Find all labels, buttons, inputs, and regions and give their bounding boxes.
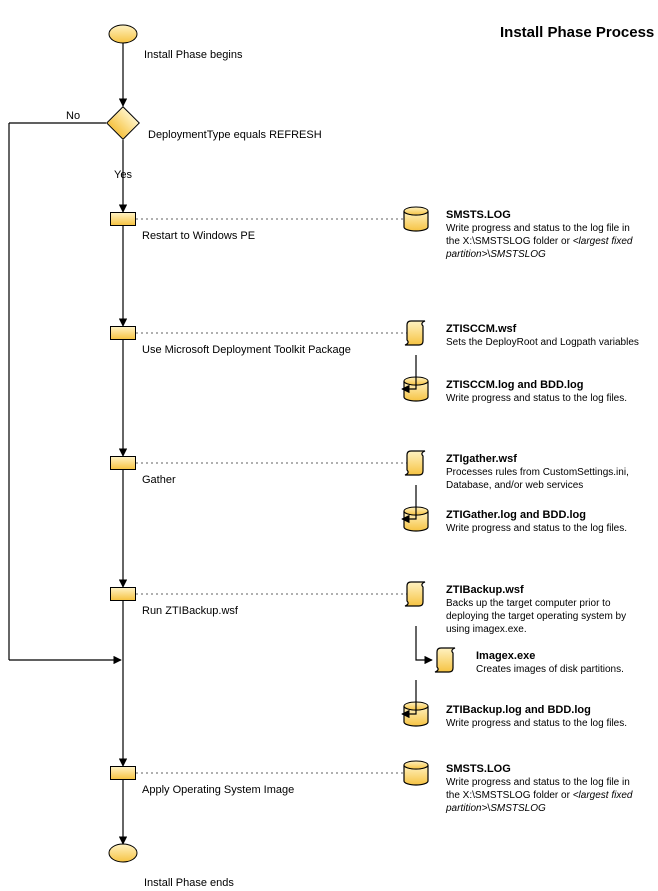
artifact-title: SMSTS.LOG [446,209,646,221]
artifact-title: ZTIBackup.log and BDD.log [446,704,646,716]
process-step [110,326,136,340]
decision-no-label: No [66,109,80,123]
artifact-title: ZTISCCM.log and BDD.log [446,379,646,391]
artifact-body: Backs up the target computer prior to de… [446,597,646,636]
artifact-body: Write progress and status to the log fil… [446,522,646,535]
artifact-title: ZTIgather.wsf [446,453,646,465]
page-title: Install Phase Process [500,24,654,41]
artifact-body: Write progress and status to the log fil… [446,776,646,815]
start-label: Install Phase begins [144,48,242,62]
decision-label: DeploymentType equals REFRESH [148,128,322,142]
artifact-body: Write progress and status to the log fil… [446,392,646,405]
artifact-body: Processes rules from CustomSettings.ini,… [446,466,646,492]
process-step [110,212,136,226]
artifact-title: ZTISCCM.wsf [446,323,646,335]
process-step [110,456,136,470]
process-label: Gather [142,473,176,487]
process-label: Restart to Windows PE [142,229,255,243]
process-label: Use Microsoft Deployment Toolkit Package [142,343,351,357]
process-label: Run ZTIBackup.wsf [142,604,238,618]
artifact-title: ZTIGather.log and BDD.log [446,509,646,521]
artifact-title: Imagex.exe [476,650,658,662]
artifact-body: Creates images of disk partitions. [476,663,658,676]
decision-yes-label: Yes [114,168,132,182]
process-step [110,766,136,780]
artifact-title: SMSTS.LOG [446,763,646,775]
end-label: Install Phase ends [144,876,234,890]
process-label: Apply Operating System Image [142,783,294,797]
artifact-body: Write progress and status to the log fil… [446,717,646,730]
artifact-title: ZTIBackup.wsf [446,584,646,596]
artifact-body: Sets the DeployRoot and Logpath variable… [446,336,646,349]
process-step [110,587,136,601]
artifact-body: Write progress and status to the log fil… [446,222,646,261]
